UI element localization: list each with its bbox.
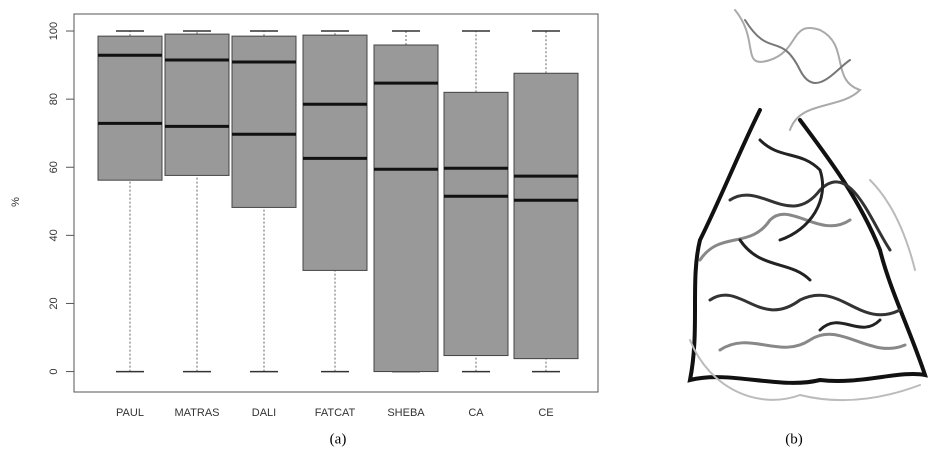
caption: (b) [785,431,803,447]
x-tick-label: CA [468,407,484,419]
y-tick-label: 40 [48,229,60,241]
y-tick-label: 20 [48,297,60,309]
y-axis-label: % [10,197,22,207]
protein-structure [690,10,925,400]
ribbon [710,182,900,315]
x-tick-label: FATCAT [315,407,356,419]
y-tick-label: 0 [48,369,60,375]
x-tick-label: SHEBA [387,407,425,419]
y-tick-label: 80 [48,93,60,105]
ribbon [690,180,920,400]
ribbon [740,140,880,330]
ribbon [745,20,850,83]
box [514,73,578,358]
y-tick-label: 60 [48,161,60,173]
x-tick-label: MATRAS [174,407,219,419]
x-tick-label: CE [538,407,553,419]
x-tick-label: DALI [252,407,276,419]
box [374,45,438,372]
figure: % (a) (b) 0 20 40 60 80 100 PAUL MATRAS DALI FATC… [0,0,936,458]
box [444,92,508,355]
ribbon [735,10,860,130]
box [98,36,162,180]
x-tick-label: PAUL [116,407,144,419]
box [165,34,229,175]
box [303,35,367,270]
y-tick-label: 100 [48,22,60,40]
caption: (a) [330,431,347,447]
